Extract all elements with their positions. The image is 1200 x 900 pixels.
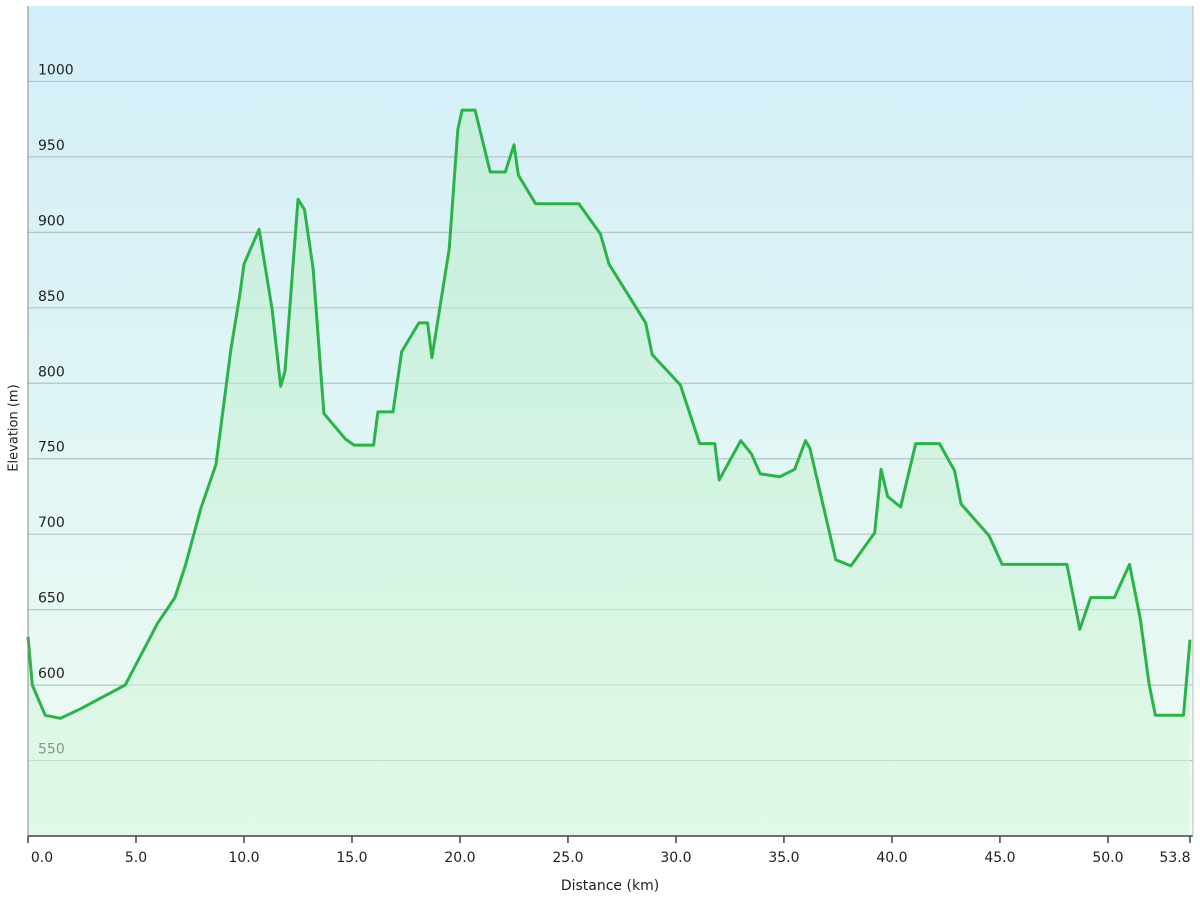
x-tick-label: 35.0 [768,850,799,866]
x-tick-label: 10.0 [228,850,259,866]
x-tick-label: 53.8 [1159,850,1190,866]
y-axis-label: Elevation (m) [7,384,22,471]
x-tick-label: 20.0 [444,850,475,866]
y-tick-label: 1000 [38,62,74,78]
x-tick-label: 30.0 [660,850,691,866]
x-tick-label: 5.0 [125,850,147,866]
x-tick-label: 50.0 [1092,850,1123,866]
x-tick-label: 25.0 [552,850,583,866]
y-tick-label: 850 [38,289,65,305]
y-tick-label: 950 [38,138,65,154]
y-tick-label: 900 [38,213,65,229]
y-tick-label: 800 [38,364,65,380]
elevation-area [28,110,1190,837]
y-tick-label: 650 [38,591,65,607]
y-tick-label: 600 [38,666,65,682]
x-tick-label: 0.0 [31,850,53,866]
y-tick-label: 700 [38,515,65,531]
y-tick-label: 750 [38,440,65,456]
x-tick-label: 45.0 [984,850,1015,866]
elevation-line [26,108,1192,720]
x-tick-label: 15.0 [336,850,367,866]
x-tick-label: 40.0 [876,850,907,866]
x-axis-label: Distance (km) [561,878,659,894]
plot [26,108,1192,837]
